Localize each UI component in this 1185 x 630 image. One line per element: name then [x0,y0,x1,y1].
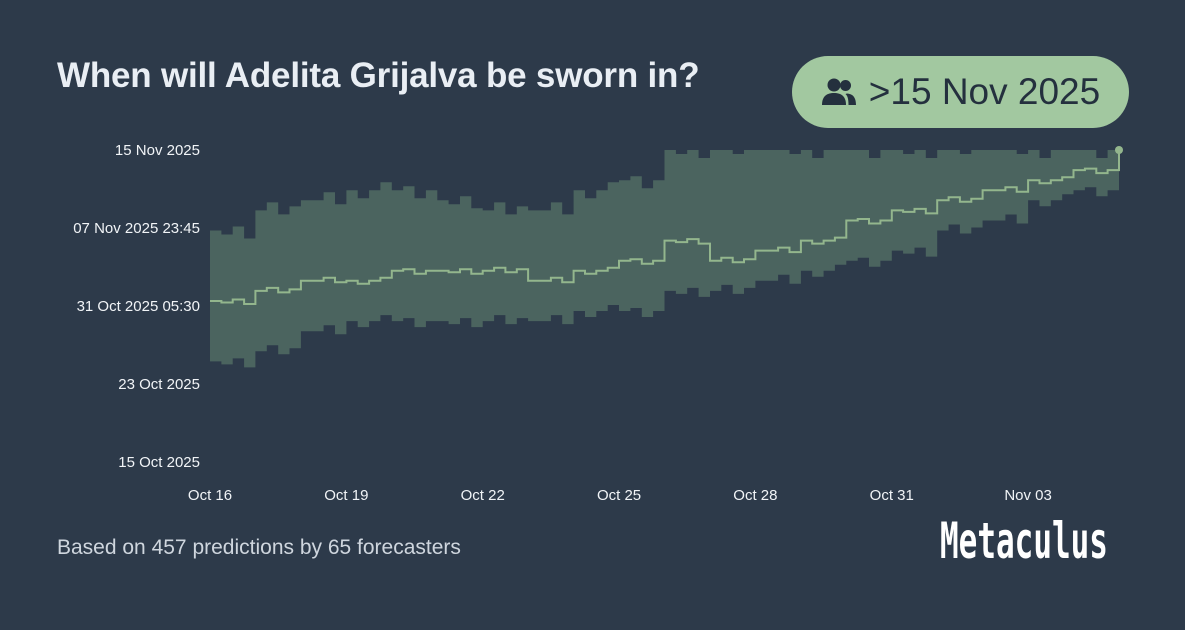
y-tick-label: 15 Oct 2025 [118,454,200,471]
y-tick-label: 31 Oct 2025 05:30 [77,298,200,315]
page-title: When will Adelita Grijalva be sworn in? [57,56,700,95]
y-tick-label: 07 Nov 2025 23:45 [73,220,200,237]
x-tick-label: Oct 19 [324,487,368,504]
x-tick-label: Nov 03 [1004,487,1052,504]
y-tick-label: 15 Nov 2025 [115,142,200,159]
median-line [210,150,1120,305]
x-tick-label: Oct 22 [461,487,505,504]
y-tick-label: 23 Oct 2025 [118,376,200,393]
users-icon [821,78,856,105]
latest-point [1115,146,1123,154]
x-tick-label: Oct 28 [733,487,777,504]
forecast-summary: Based on 457 predictions by 65 forecaste… [57,536,461,559]
x-tick-label: Oct 25 [597,487,641,504]
brand-logo: Metaculus [940,512,1108,570]
badge-label: >15 Nov 2025 [868,71,1101,112]
x-tick-label: Oct 31 [870,487,914,504]
forecast-badge: >15 Nov 2025 [792,56,1129,128]
x-tick-label: Oct 16 [188,487,232,504]
